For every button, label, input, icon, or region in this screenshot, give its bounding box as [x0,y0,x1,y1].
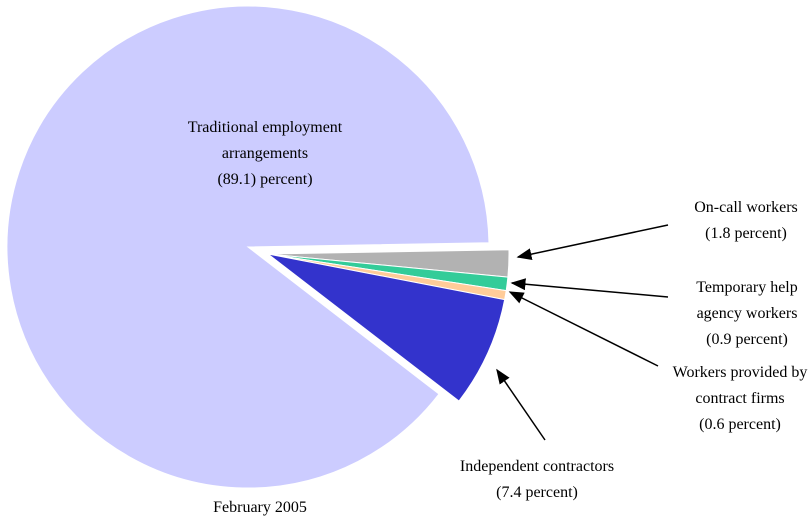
slice-label: Traditional employment arrangements (89.1… [145,115,385,193]
category-label: Traditional employment arrangements [187,119,343,162]
pie-slice [267,253,506,402]
value-label: (0.9 percent) [706,331,788,348]
arrow [510,278,669,298]
slices [6,5,510,489]
slice-label: Temporary help agency workers (0.9 percen… [672,275,812,353]
value-label: (89.1) percent) [217,171,313,188]
value-label: (1.8 percent) [705,225,787,242]
category-label: Independent contractors [459,458,615,475]
category-label: Temporary help agency workers [696,279,798,322]
value-label: (7.4 percent) [496,484,578,501]
slice-label: Workers provided by contract firms (0.6 p… [660,360,812,438]
value-label: (0.6 percent) [699,416,781,433]
pie-slice [6,5,490,489]
slice-label: Independent contractors (7.4 percent) [417,454,657,506]
category-label: On-call workers [694,199,798,216]
slice-label: On-call workers (1.8 percent) [656,195,812,247]
category-label: Workers provided by contract firms [672,364,808,407]
arrow [508,291,659,367]
arrow [496,368,546,441]
arrow [516,224,669,261]
chart-title: February 2005 [213,499,307,516]
